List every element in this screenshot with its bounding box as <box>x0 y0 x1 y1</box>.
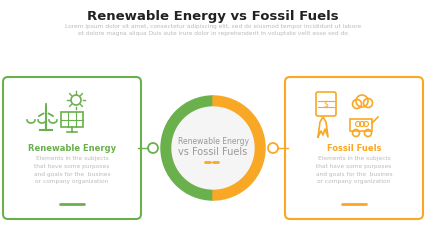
Text: Renewable Energy: Renewable Energy <box>28 144 116 153</box>
Text: vs Fossil Fuels: vs Fossil Fuels <box>178 147 248 157</box>
Text: Renewable Energy: Renewable Energy <box>178 138 248 146</box>
Text: Lorem ipsum dolor sit amet, consectetur adipiscing elit, sed do eiusmod tempor i: Lorem ipsum dolor sit amet, consectetur … <box>65 24 361 36</box>
Circle shape <box>172 107 254 189</box>
Text: Elements in the subjects
that have some purposes
and goals for the  busines
or c: Elements in the subjects that have some … <box>34 156 110 184</box>
Text: Renewable Energy vs Fossil Fuels: Renewable Energy vs Fossil Fuels <box>87 10 339 23</box>
Circle shape <box>161 96 265 200</box>
Text: Elements in the subjects
that have some purposes
and goals for the  busines
or c: Elements in the subjects that have some … <box>316 156 392 184</box>
Wedge shape <box>161 96 213 200</box>
FancyBboxPatch shape <box>285 77 423 219</box>
Text: $: $ <box>324 100 328 108</box>
Wedge shape <box>213 96 265 200</box>
FancyBboxPatch shape <box>3 77 141 219</box>
Text: Fossil Fuels: Fossil Fuels <box>327 144 381 153</box>
